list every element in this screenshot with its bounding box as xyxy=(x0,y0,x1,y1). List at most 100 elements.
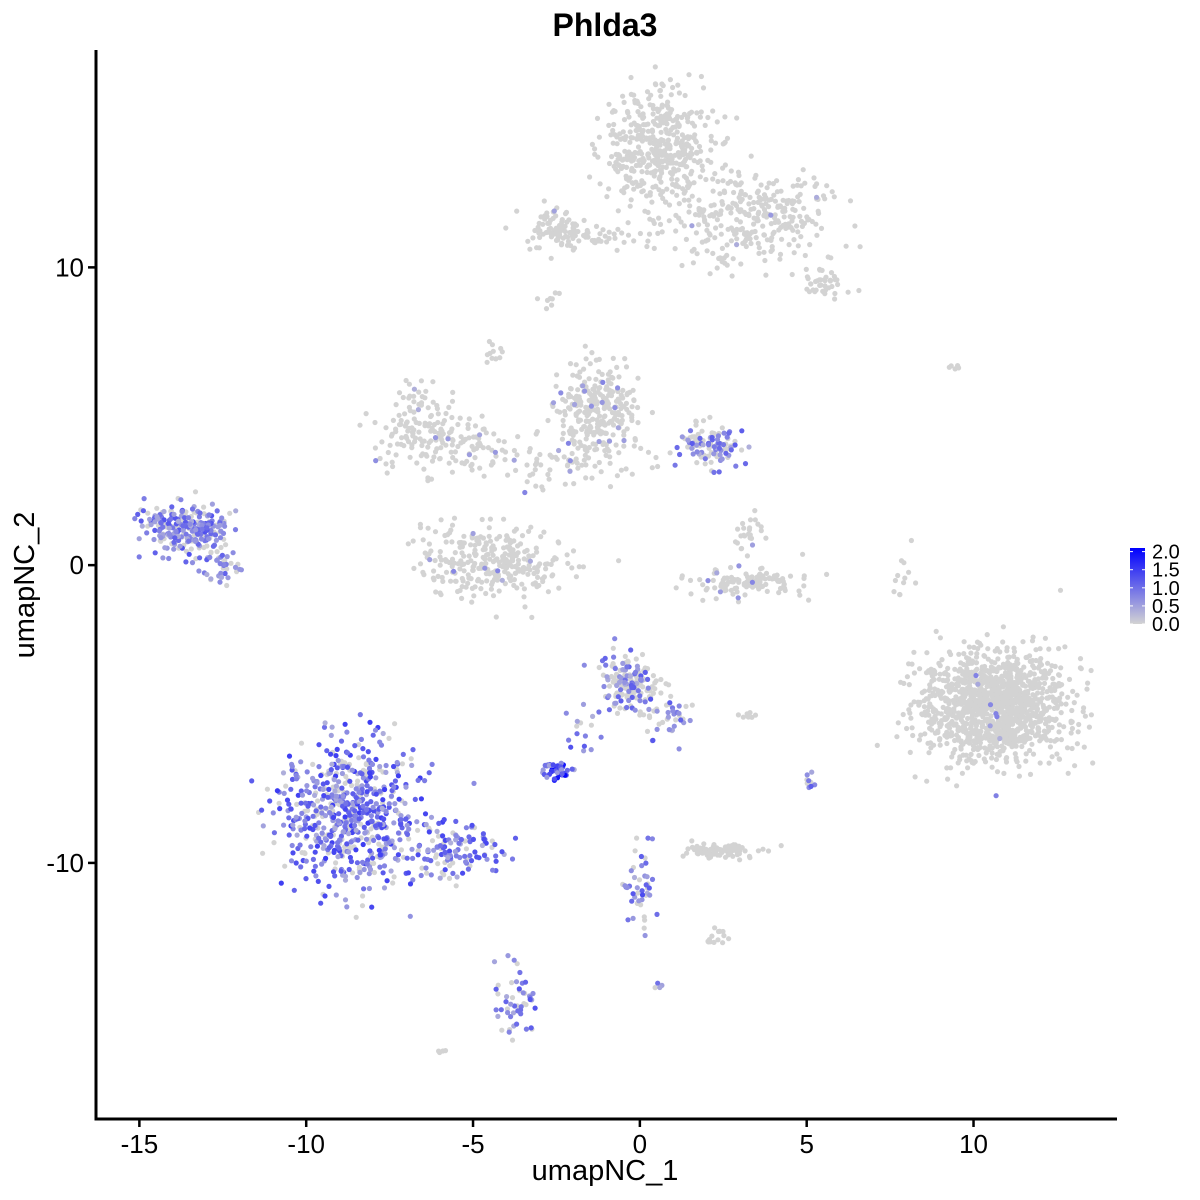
cell-point xyxy=(777,256,783,262)
cell-point xyxy=(741,209,748,215)
cell-point xyxy=(621,429,627,435)
cell-point xyxy=(1014,759,1020,765)
cell-point xyxy=(657,221,664,227)
cell-point-expressing xyxy=(165,521,172,527)
cell-point xyxy=(1074,692,1080,698)
cell-point-expressing xyxy=(466,452,472,458)
cell-point xyxy=(1080,709,1086,715)
cell-point-expressing xyxy=(380,730,386,737)
cell-point xyxy=(847,198,854,204)
cell-point xyxy=(419,865,425,871)
cell-point-expressing xyxy=(326,786,332,793)
cell-point-expressing xyxy=(603,662,609,668)
cell-point xyxy=(1027,701,1033,707)
cell-point-expressing xyxy=(335,757,341,764)
cell-point xyxy=(832,290,838,297)
cell-point xyxy=(686,209,692,215)
cell-point xyxy=(577,439,583,445)
cell-point xyxy=(699,163,705,169)
cell-point-expressing xyxy=(136,536,142,542)
cell-point xyxy=(743,230,749,236)
cell-point xyxy=(466,553,472,559)
cell-point xyxy=(965,737,971,743)
cell-point-expressing xyxy=(335,854,341,860)
cell-point xyxy=(622,136,628,143)
cell-point xyxy=(428,548,434,554)
cell-point xyxy=(465,572,471,578)
cell-point xyxy=(806,289,813,295)
cell-point-expressing xyxy=(612,405,618,411)
cell-point xyxy=(701,841,707,847)
cell-point xyxy=(661,152,668,158)
cell-point xyxy=(556,290,562,296)
cell-point xyxy=(944,765,950,771)
cell-point xyxy=(1069,725,1075,732)
cell-point xyxy=(614,473,621,479)
cell-point xyxy=(717,255,723,261)
cell-point-expressing xyxy=(434,828,440,835)
cell-point-expressing xyxy=(366,757,372,763)
cell-point-expressing xyxy=(340,793,346,799)
cell-point xyxy=(761,213,767,219)
cell-point xyxy=(392,721,398,727)
cell-point xyxy=(711,851,717,857)
cell-point-expressing xyxy=(742,461,749,467)
cell-point xyxy=(477,465,483,471)
cell-point xyxy=(1072,763,1078,769)
cell-point xyxy=(627,139,633,145)
cell-point xyxy=(784,200,790,207)
cell-point xyxy=(602,422,608,428)
cell-point-expressing xyxy=(290,850,296,856)
cell-point xyxy=(224,582,230,589)
cell-point xyxy=(696,143,703,150)
cell-point-expressing xyxy=(197,510,203,516)
cell-point xyxy=(554,408,560,414)
cell-point xyxy=(679,573,685,579)
cell-point xyxy=(406,425,412,431)
cell-point xyxy=(926,719,932,725)
cell-point xyxy=(596,385,602,391)
cell-point xyxy=(537,451,543,458)
cell-point-expressing xyxy=(318,900,324,906)
cell-point xyxy=(1052,663,1058,670)
cell-point xyxy=(310,761,316,768)
cell-point-expressing xyxy=(328,804,334,810)
cell-point xyxy=(553,225,559,231)
cell-point-expressing xyxy=(225,575,231,581)
cell-point xyxy=(1012,751,1018,757)
cell-point xyxy=(425,475,431,481)
cell-point-expressing xyxy=(495,568,501,574)
cell-point xyxy=(734,540,741,546)
cell-point xyxy=(901,580,907,586)
cell-point-expressing xyxy=(993,711,999,717)
cell-point xyxy=(553,213,559,219)
cell-point xyxy=(709,430,715,436)
cell-point xyxy=(635,420,641,426)
cell-point-expressing xyxy=(160,555,166,561)
cell-point xyxy=(796,588,802,594)
cell-point xyxy=(575,445,581,451)
cell-point xyxy=(1037,646,1043,652)
cell-point-expressing xyxy=(274,788,280,794)
cell-point xyxy=(974,666,980,672)
cell-point-expressing xyxy=(206,536,212,542)
cell-point xyxy=(441,872,447,878)
cell-point xyxy=(669,107,675,113)
cell-point xyxy=(570,372,576,378)
cell-point xyxy=(1058,701,1064,707)
cell-point xyxy=(573,412,579,418)
cell-point xyxy=(625,390,631,396)
cell-point xyxy=(636,877,643,883)
cell-point xyxy=(1057,695,1063,701)
cell-point xyxy=(679,132,686,138)
cell-point xyxy=(734,115,740,121)
cell-point-expressing xyxy=(567,468,573,474)
cell-point xyxy=(606,186,612,192)
cell-point-expressing xyxy=(308,844,314,850)
cell-point xyxy=(565,462,571,468)
cell-point xyxy=(1036,697,1042,703)
x-tick-label: -15 xyxy=(121,1129,159,1159)
cell-point xyxy=(483,590,489,597)
cell-point xyxy=(625,659,631,665)
cell-point xyxy=(686,197,692,203)
